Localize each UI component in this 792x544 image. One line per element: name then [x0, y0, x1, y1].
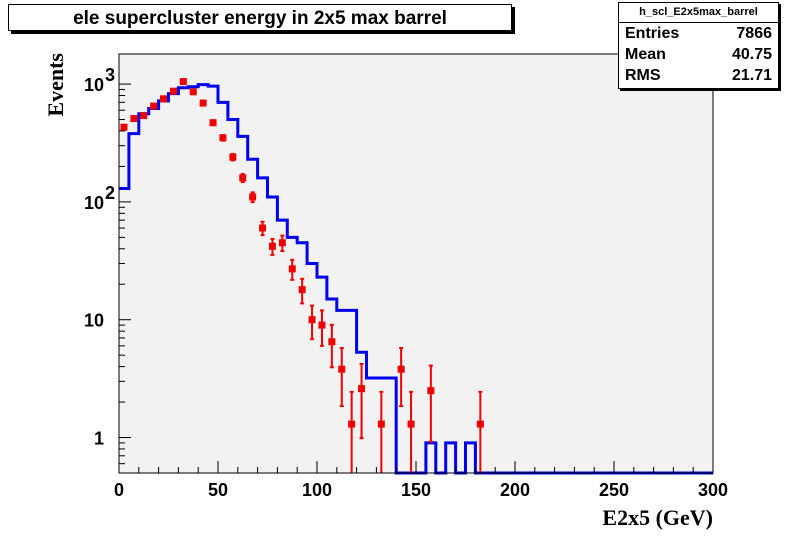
x-tick-label: 100 [302, 480, 332, 500]
stats-rms-label: RMS [625, 67, 661, 84]
stats-row-entries: Entries 7866 [619, 23, 778, 44]
y-tick-label: 10 [84, 193, 104, 213]
data-point [249, 191, 257, 204]
stats-row-mean: Mean 40.75 [619, 44, 778, 65]
stats-box: h_scl_E2x5max_barrel Entries 7866 Mean 4… [618, 2, 779, 89]
y-tick-label: 1 [94, 429, 104, 449]
data-point [120, 123, 128, 131]
data-point [209, 119, 217, 127]
y-tick-exponent: 2 [105, 183, 115, 203]
data-point [199, 99, 207, 107]
data-point [219, 134, 227, 142]
x-tick-label: 50 [208, 480, 228, 500]
data-point [169, 87, 177, 95]
stats-entries-label: Entries [625, 25, 680, 42]
data-point [130, 115, 138, 123]
stats-mean-label: Mean [625, 46, 666, 63]
data-point [288, 258, 296, 281]
data-point [140, 112, 148, 120]
data-point [150, 102, 158, 110]
data-point [268, 237, 276, 256]
data-point [278, 234, 286, 253]
y-tick-label: 10 [84, 311, 104, 331]
data-point [377, 390, 385, 473]
stats-rms-value: 21.71 [731, 67, 772, 84]
data-point [259, 220, 267, 237]
chart-title-box: ele supercluster energy in 2x5 max barre… [8, 4, 512, 31]
stats-mean-value: 40.75 [731, 46, 772, 63]
data-point [407, 390, 415, 473]
y-tick-label: 10 [84, 75, 104, 95]
stats-row-rms: RMS 21.71 [619, 65, 778, 86]
data-points-series [120, 78, 484, 473]
chart-title: ele supercluster energy in 2x5 max barre… [73, 8, 447, 29]
data-point [358, 362, 366, 440]
data-point [160, 95, 168, 103]
data-point [318, 309, 326, 347]
data-point [298, 277, 306, 305]
y-tick-exponent: 3 [105, 65, 115, 85]
data-point [179, 78, 187, 86]
data-point [348, 390, 356, 473]
x-tick-label: 0 [114, 480, 124, 500]
x-tick-label: 150 [401, 480, 431, 500]
x-tick-label: 200 [500, 480, 530, 500]
data-point [476, 390, 484, 473]
data-point [397, 347, 405, 408]
x-tick-label: 300 [698, 480, 728, 500]
x-axis-title: E2x5 (GeV) [602, 505, 713, 530]
data-point [308, 304, 316, 341]
data-point [328, 323, 336, 369]
data-point [229, 152, 237, 162]
stats-histogram-name: h_scl_E2x5max_barrel [619, 3, 778, 23]
data-point [189, 88, 197, 96]
stats-entries-value: 7866 [736, 25, 772, 42]
plot-frame [118, 53, 714, 474]
y-axis-title: Events [43, 53, 68, 117]
data-point [338, 347, 346, 408]
x-tick-label: 250 [599, 480, 629, 500]
data-point [427, 364, 435, 443]
data-point [239, 172, 247, 184]
x-axis: 0 50 100 150 200 250 300 [114, 461, 728, 500]
